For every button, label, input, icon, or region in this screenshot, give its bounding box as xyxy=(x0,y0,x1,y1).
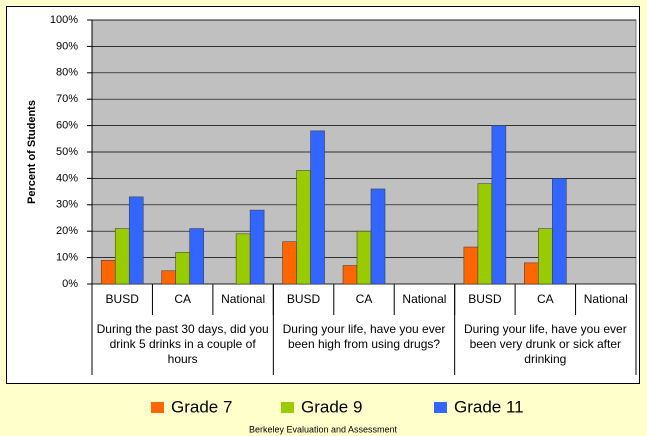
x-tick-label: BUSD xyxy=(287,292,321,306)
bar xyxy=(175,252,190,285)
bar xyxy=(477,183,493,285)
bar xyxy=(524,262,539,285)
bar xyxy=(249,209,265,285)
legend-swatch xyxy=(151,402,164,413)
footer: Berkeley Evaluation and Assessment xyxy=(249,424,398,434)
y-tick-label: 10% xyxy=(56,252,78,264)
y-tick-label: 20% xyxy=(56,225,78,237)
bar xyxy=(128,196,144,285)
bar xyxy=(491,125,507,285)
bar xyxy=(370,188,386,285)
bar xyxy=(538,228,553,285)
group-label: During your life, have you ever been hig… xyxy=(282,322,446,351)
legend-label: Grade 11 xyxy=(454,397,524,416)
x-tick-label: BUSD xyxy=(468,292,502,306)
y-tick-label: 60% xyxy=(56,120,78,132)
y-tick-label: 30% xyxy=(56,199,78,211)
y-tick-label: 100% xyxy=(50,14,78,26)
x-tick-label: National xyxy=(221,292,265,306)
y-axis-label: Percent of Students xyxy=(26,100,38,204)
bar xyxy=(161,270,176,285)
bar xyxy=(356,230,372,285)
x-tick-label: BUSD xyxy=(106,292,140,306)
bar xyxy=(342,265,358,285)
bar xyxy=(296,170,311,285)
legend-swatch xyxy=(434,402,447,413)
x-tick-label: CA xyxy=(174,292,191,306)
bar xyxy=(114,228,130,285)
x-tick-label: CA xyxy=(537,292,554,306)
x-tick-label: National xyxy=(402,292,446,306)
y-tick-label: 40% xyxy=(56,172,78,184)
bar xyxy=(463,246,479,285)
bar xyxy=(552,178,567,285)
y-tick-label: 70% xyxy=(56,93,78,105)
group-label: During your life, have you ever been ver… xyxy=(463,322,627,366)
legend-swatch xyxy=(281,402,294,413)
y-tick-label: 0% xyxy=(62,278,78,290)
legend-label: Grade 7 xyxy=(171,397,232,416)
x-tick-label: National xyxy=(584,292,628,306)
bar xyxy=(189,228,204,285)
y-tick-label: 50% xyxy=(56,146,78,158)
y-tick-label: 80% xyxy=(56,67,78,79)
bar xyxy=(235,233,251,285)
legend-label: Grade 9 xyxy=(301,397,362,416)
bar xyxy=(310,130,325,285)
bar xyxy=(282,241,297,285)
bar xyxy=(100,259,116,285)
group-label: During the past 30 days, did you drink 5… xyxy=(96,322,269,366)
y-tick-label: 90% xyxy=(56,40,78,52)
x-tick-label: CA xyxy=(356,292,373,306)
